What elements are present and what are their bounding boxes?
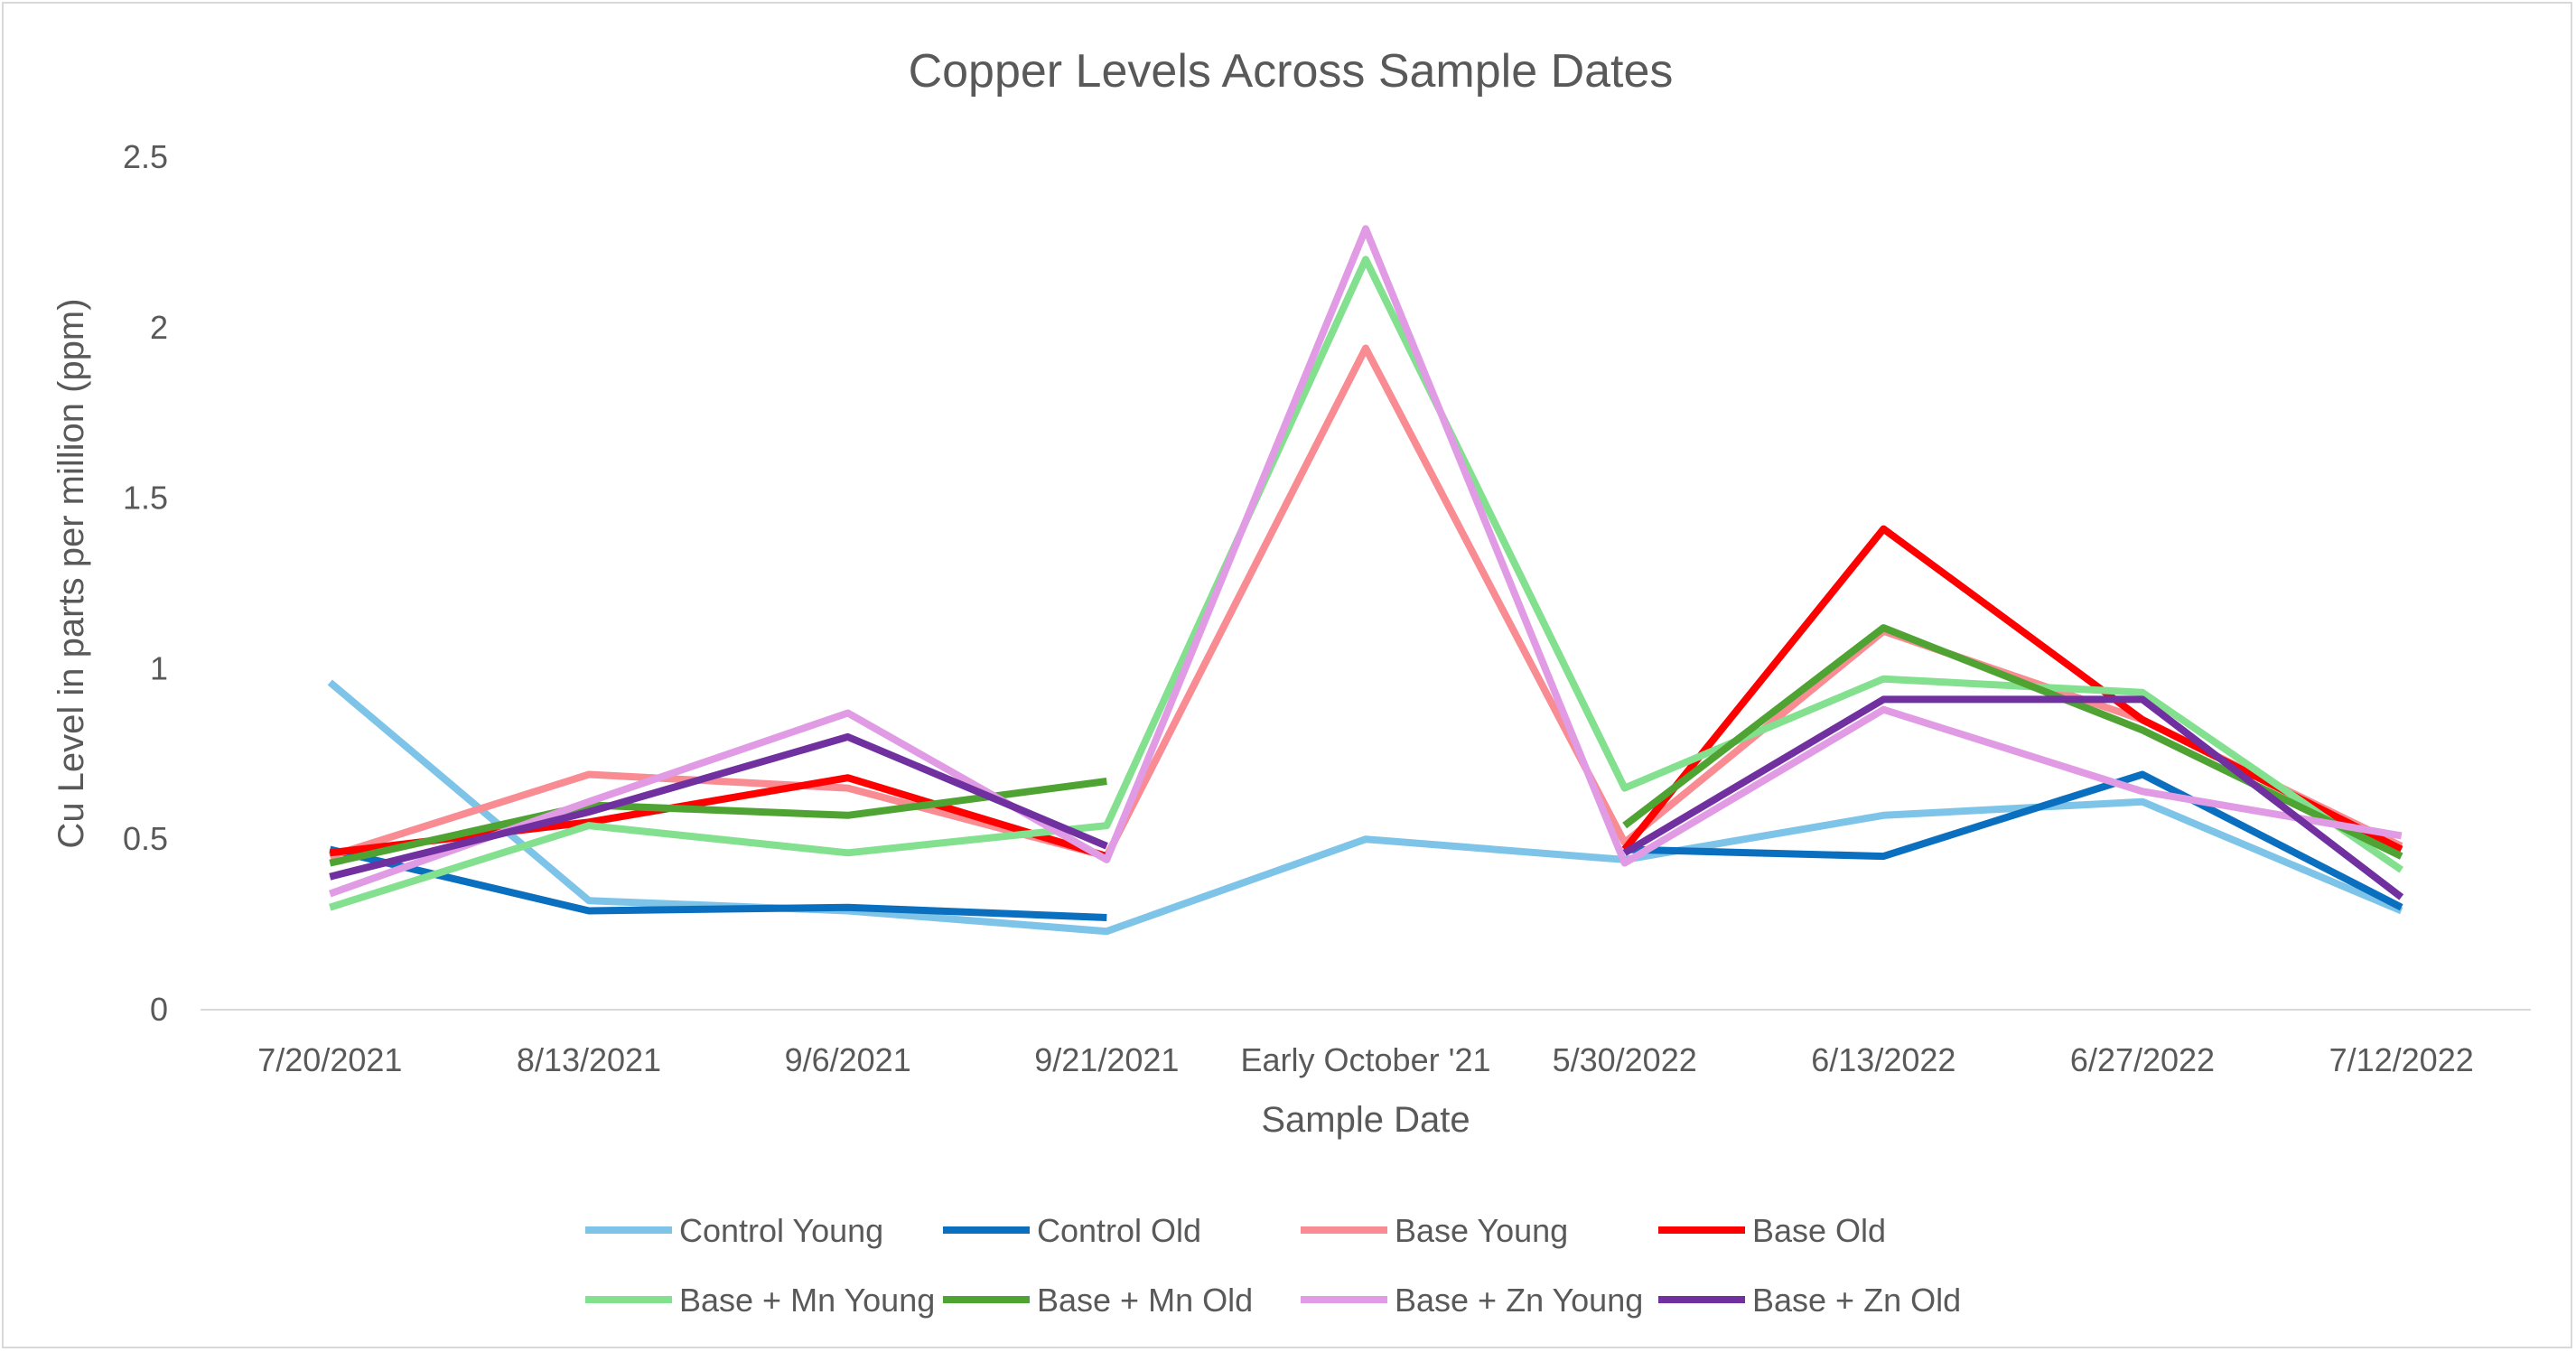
series-lines [327,225,2404,936]
x-tick-label: 5/30/2022 [1553,1041,1697,1078]
y-tick-label: 1.5 [123,480,168,517]
x-tick-label: 6/13/2022 [1811,1041,1955,1078]
series-line-7 [328,225,2403,898]
legend-label: Base + Mn Young [679,1282,935,1319]
legend-label: Base + Zn Old [1752,1282,1961,1319]
series-line-6 [329,624,2403,867]
line-chart: Copper Levels Across Sample Dates Cu Lev… [51,45,2531,1319]
y-axis-title: Cu Level in parts per million (ppm) [51,298,91,848]
y-axis: 0 0.5 1 1.5 2 2.5 [123,138,168,1028]
x-axis: 7/20/2021 8/13/2021 9/6/2021 9/21/2021 Early… [257,1041,2473,1078]
series-line-2 [329,770,2403,921]
legend-label: Base Old [1752,1212,1886,1249]
series-line-3 [329,344,2403,861]
series-line-8 [329,695,2404,900]
legend: Control Young Control Old Base Young Base O… [585,1212,1961,1319]
x-tick-label: 9/21/2021 [1034,1041,1179,1078]
x-tick-label: 9/6/2021 [785,1041,911,1078]
y-tick-label: 1 [150,649,168,686]
x-tick-label: Early October '21 [1241,1041,1491,1078]
legend-label: Control Young [679,1212,883,1249]
series-line-5 [329,256,2403,911]
y-tick-label: 2.5 [123,138,168,175]
x-tick-label: 7/12/2022 [2329,1041,2474,1078]
series-line-1 [327,679,2403,936]
legend-label: Base + Mn Old [1037,1282,1253,1319]
chart-title: Copper Levels Across Sample Dates [909,45,1674,98]
x-tick-label: 6/27/2022 [2070,1041,2215,1078]
x-axis-title: Sample Date [1261,1100,1470,1140]
x-tick-label: 7/20/2021 [257,1041,402,1078]
x-tick-label: 8/13/2021 [517,1041,661,1078]
y-tick-label: 0 [150,991,168,1028]
y-tick-label: 0.5 [123,820,168,857]
y-tick-label: 2 [150,309,168,346]
legend-label: Base + Zn Young [1395,1282,1643,1319]
legend-label: Base Young [1395,1212,1568,1249]
legend-label: Control Old [1037,1212,1201,1249]
